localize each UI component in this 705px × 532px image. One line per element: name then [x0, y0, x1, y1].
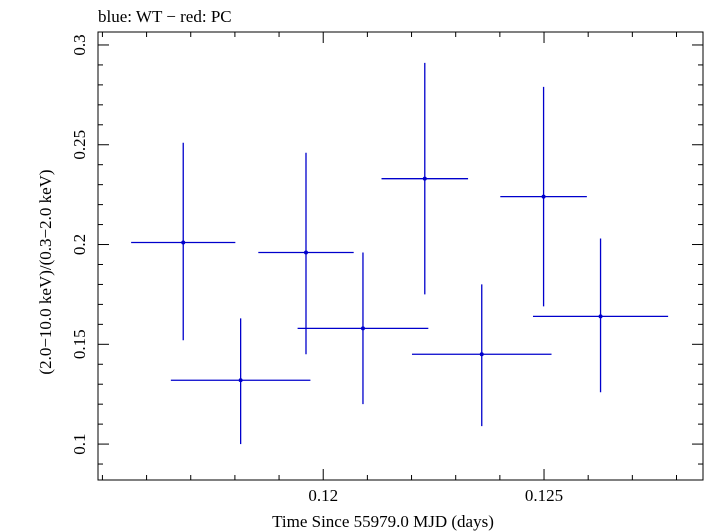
x-axis-label: Time Since 55979.0 MJD (days) [272, 512, 494, 531]
data-point [238, 378, 243, 383]
chart-title: blue: WT − red: PC [98, 7, 232, 26]
x-axis: 0.12 0.125 [101, 32, 678, 505]
data-point-group [532, 238, 669, 393]
y-tick-label: 0.3 [70, 34, 89, 55]
x-tick-label: 0.125 [525, 486, 563, 505]
plot-frame [97, 31, 704, 481]
y-tick-label: 0.1 [70, 433, 89, 454]
y-axis: 0.1 0.15 0.2 0.25 0.3 [70, 34, 703, 465]
data-point [360, 326, 365, 331]
series-layer [131, 62, 669, 445]
data-point-group [297, 252, 429, 405]
data-point [303, 250, 308, 255]
data-point [598, 314, 603, 319]
x-tick-label: 0.12 [308, 486, 338, 505]
data-point-group [500, 86, 587, 307]
data-point-group [258, 152, 354, 355]
data-point-group [411, 284, 552, 427]
y-axis-label: (2.0−10.0 keV)/(0.3−2.0 keV) [36, 169, 55, 374]
data-point-group [170, 318, 311, 445]
data-point [181, 240, 186, 245]
y-tick-label: 0.15 [70, 329, 89, 359]
y-tick-label: 0.2 [70, 234, 89, 255]
data-point-group [381, 62, 469, 295]
data-point-group [131, 142, 236, 341]
data-point [479, 352, 484, 357]
data-point [422, 176, 427, 181]
data-point [541, 194, 546, 199]
y-tick-label: 0.25 [70, 130, 89, 160]
